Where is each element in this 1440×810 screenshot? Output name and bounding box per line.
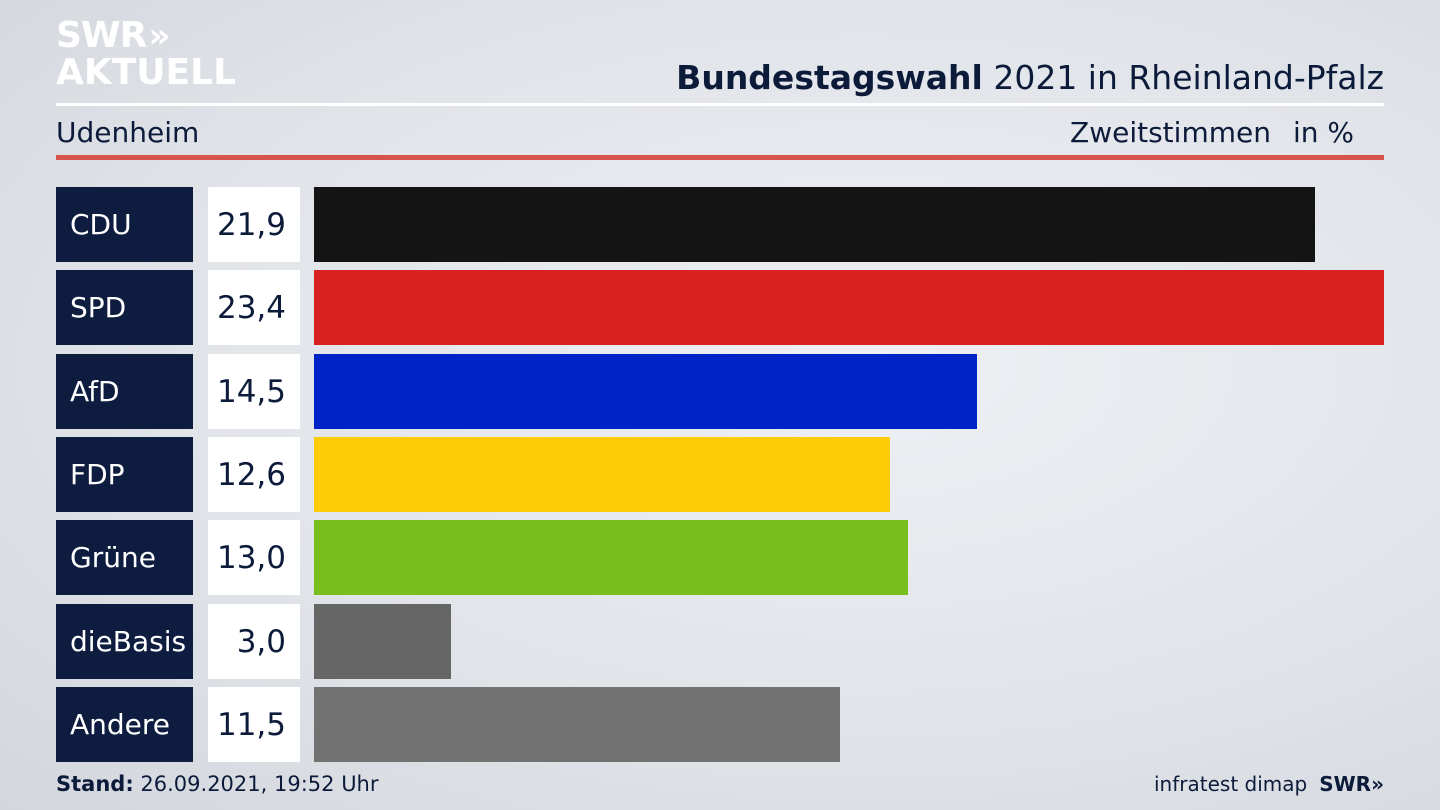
party-label: SPD	[56, 270, 193, 345]
value-label: 23,4	[208, 270, 300, 345]
swr-aktuell-logo: SWR » AKTUELL	[56, 18, 236, 91]
bar-afd	[314, 354, 977, 429]
party-label: AfD	[56, 354, 193, 429]
value-label: 14,5	[208, 354, 300, 429]
value-label: 21,9	[208, 187, 300, 262]
bar-spd	[314, 270, 1384, 345]
party-label: FDP	[56, 437, 193, 512]
bar-fdp	[314, 437, 890, 512]
subheader-divider	[56, 155, 1384, 160]
swr-logo-text: SWR	[1319, 772, 1372, 796]
swr-logo: SWR»	[1319, 772, 1384, 796]
value-label: 3,0	[208, 604, 300, 679]
stand-label: Stand:	[56, 772, 134, 796]
timestamp: Stand: 26.09.2021, 19:52 Uhr	[56, 772, 379, 796]
party-label: dieBasis	[56, 604, 193, 679]
bar-diebasis	[314, 604, 451, 679]
logo-aktuell: AKTUELL	[56, 52, 237, 93]
measure-name: Zweitstimmen	[1070, 116, 1271, 149]
value-label: 12,6	[208, 437, 300, 512]
source-name: infratest dimap	[1154, 772, 1308, 796]
party-label: Grüne	[56, 520, 193, 595]
bar-cdu	[314, 187, 1315, 262]
party-label: CDU	[56, 187, 193, 262]
bar-andere	[314, 687, 840, 762]
place-name: Udenheim	[56, 116, 200, 149]
bar-grüne	[314, 520, 908, 595]
logo-swr: SWR	[56, 15, 147, 56]
value-label: 11,5	[208, 687, 300, 762]
source-credit: infratest dimap SWR»	[1154, 772, 1384, 796]
stand-value: 26.09.2021, 19:52 Uhr	[140, 772, 379, 796]
chart-title: Bundestagswahl 2021 in Rheinland-Pfalz	[676, 58, 1384, 97]
title-bold: Bundestagswahl	[676, 58, 983, 97]
value-label: 13,0	[208, 520, 300, 595]
party-label: Andere	[56, 687, 193, 762]
unit-label: in %	[1292, 116, 1354, 149]
swr-chevrons-icon: »	[1371, 772, 1384, 796]
header-divider	[56, 103, 1384, 106]
title-rest: 2021 in Rheinland-Pfalz	[993, 58, 1384, 97]
measure-label: Zweitstimmen in %	[1070, 116, 1354, 149]
